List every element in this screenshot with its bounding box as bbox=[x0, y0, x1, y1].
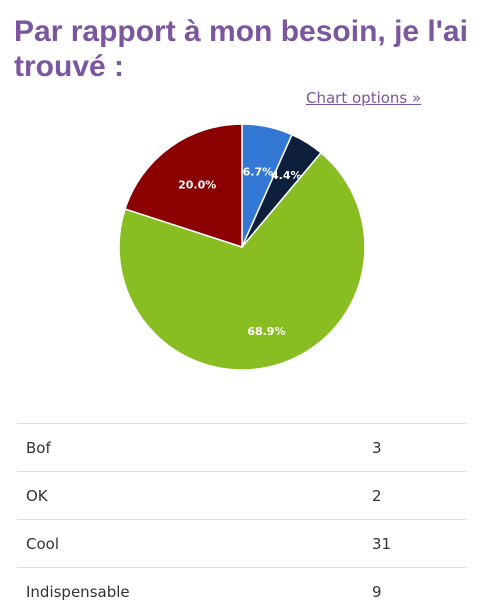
pie-slices bbox=[118, 123, 366, 371]
results-table: Bof 3 OK 2 Cool 31 Indispensable 9 bbox=[17, 423, 466, 616]
pie-slice-indispensable bbox=[124, 123, 243, 249]
slice-label-indispensable: 20.0% bbox=[178, 178, 216, 191]
pie-slice-labels: 6.7%4.4% 68.9% 20.0% bbox=[178, 165, 301, 338]
slice-label-bof: 6.7% bbox=[243, 165, 274, 178]
pie-slice-cool bbox=[118, 151, 366, 371]
row-label: Indispensable bbox=[17, 567, 372, 616]
row-label: Bof bbox=[17, 423, 372, 472]
row-count: 3 bbox=[372, 423, 466, 472]
row-label: OK bbox=[17, 471, 372, 520]
question-title: Par rapport à mon besoin, je l'ai trouvé… bbox=[14, 15, 468, 83]
row-count: 2 bbox=[372, 471, 466, 520]
row-count: 9 bbox=[372, 567, 466, 616]
table-row: Indispensable 9 bbox=[17, 567, 466, 616]
table-row: Cool 31 bbox=[17, 519, 466, 568]
slice-label-ok: 4.4% bbox=[271, 169, 302, 182]
chart-options-link[interactable]: Chart options » bbox=[306, 89, 422, 107]
table-row: Bof 3 bbox=[17, 423, 466, 472]
row-count: 31 bbox=[372, 519, 466, 568]
slice-label-cool: 68.9% bbox=[247, 325, 285, 338]
row-label: Cool bbox=[17, 519, 372, 568]
table-row: OK 2 bbox=[17, 471, 466, 520]
pie-chart: 6.7%4.4% 68.9% 20.0% bbox=[118, 123, 366, 371]
